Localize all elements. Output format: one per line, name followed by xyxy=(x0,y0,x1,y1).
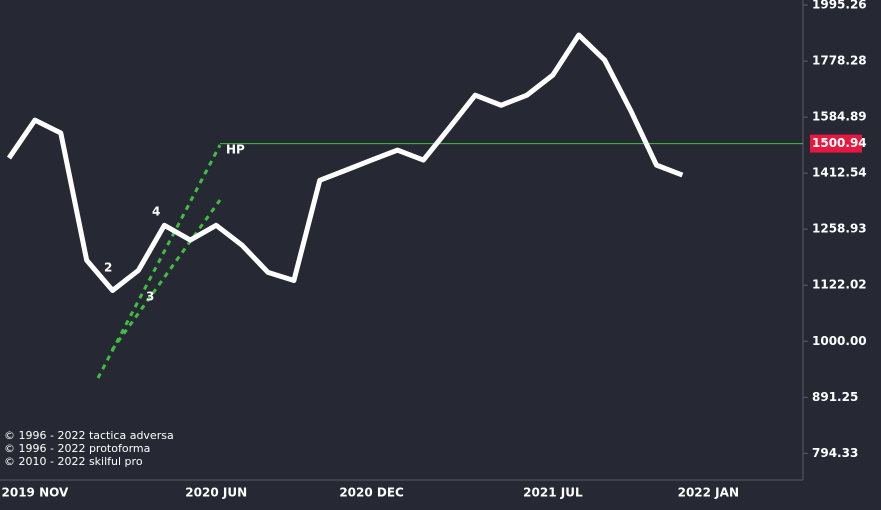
y-tick-label: 1584.89 xyxy=(812,110,867,124)
wave-label: 4 xyxy=(152,205,160,219)
y-tick-label: 794.33 xyxy=(812,446,858,460)
y-tick-label: 1778.28 xyxy=(812,54,867,68)
x-tick-label: 2020 DEC xyxy=(339,486,404,500)
copyright: © 1996 - 2022 tactica adversa © 1996 - 2… xyxy=(4,429,174,468)
y-tick-label: 1258.93 xyxy=(812,222,867,236)
copyright-line: © 1996 - 2022 protoforma xyxy=(4,442,150,455)
x-tick-label: 2022 JAN xyxy=(678,486,739,500)
y-tick-label: 1995.26 xyxy=(812,0,867,12)
y-tick-label: 1122.02 xyxy=(812,278,867,292)
x-tick-label: 2019 NOV xyxy=(2,486,69,500)
price-label: 1500.94 xyxy=(812,136,867,150)
y-tick-label: 1412.54 xyxy=(812,166,867,180)
level-label: HP xyxy=(226,143,245,157)
y-tick-label: 1000.00 xyxy=(812,334,867,348)
price-marker xyxy=(810,134,862,153)
copyright-line: © 2010 - 2022 skilful pro xyxy=(4,455,143,468)
wave-channel xyxy=(96,144,222,379)
wave-label: 3 xyxy=(146,290,154,304)
x-tick-label: 2020 JUN xyxy=(185,486,247,500)
y-tick-label: 891.25 xyxy=(812,390,858,404)
wave-label: 2 xyxy=(104,261,112,275)
price-line xyxy=(6,32,684,293)
copyright-line: © 1996 - 2022 tactica adversa xyxy=(4,429,174,442)
x-tick-label: 2021 JUL xyxy=(523,486,583,500)
